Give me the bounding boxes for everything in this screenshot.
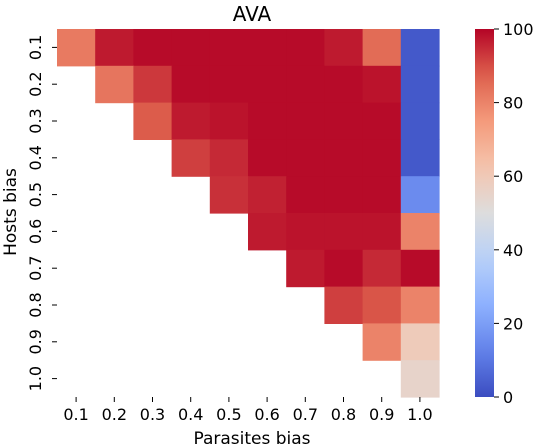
y-tick-label: 0.5: [26, 182, 45, 207]
heatmap-cell: [209, 29, 249, 67]
heatmap-cell: [133, 65, 173, 104]
heatmap-cell: [400, 286, 440, 324]
x-tick-label: 0.2: [102, 405, 127, 424]
heatmap-cell: [324, 286, 364, 324]
heatmap-cell: [362, 176, 402, 214]
heatmap-cell: [171, 102, 211, 140]
colorbar-tick-label: 60: [503, 167, 523, 186]
y-axis-label: Hosts bias: [1, 168, 21, 256]
y-tick-label: 0.8: [26, 292, 45, 317]
heatmap-cell: [324, 176, 364, 214]
x-tick-label: 0.7: [293, 405, 318, 424]
heatmap-cell: [400, 249, 440, 288]
heatmap-cell: [248, 65, 287, 104]
y-tick-label: 0.9: [26, 329, 45, 354]
x-axis-label: Parasites bias: [193, 429, 310, 447]
heatmap-cell: [324, 102, 364, 140]
heatmap-cell: [57, 29, 96, 67]
heatmap-cell: [324, 213, 364, 251]
heatmap-cell: [324, 139, 364, 177]
heatmap-cell: [248, 139, 287, 177]
heatmap-cell: [248, 176, 287, 214]
heatmap-cell: [400, 102, 440, 140]
heatmap-cell: [400, 323, 440, 361]
y-tick-label: 0.2: [26, 71, 45, 96]
heatmap-cell: [248, 102, 287, 140]
x-tick-label: 1.0: [407, 405, 432, 424]
heatmap-cell: [400, 139, 440, 177]
heatmap-cell: [400, 213, 440, 251]
heatmap-cell: [362, 323, 402, 361]
colorbar-tick-label: 0: [503, 388, 513, 407]
y-tick-label: 0.7: [26, 255, 45, 280]
heatmap-cell: [362, 249, 402, 288]
heatmap-cell: [209, 176, 249, 214]
colorbar-ticks: 0 20 40 60 80 100: [494, 20, 534, 407]
heatmap-cell: [400, 29, 440, 67]
heatmap-cell: [209, 139, 249, 177]
heatmap-cell: [286, 249, 325, 288]
colorbar: [475, 29, 494, 397]
heatmap-cell: [362, 65, 402, 104]
x-tick-label: 0.5: [216, 405, 241, 424]
colorbar-tick-label: 40: [503, 241, 523, 260]
heatmap-cell: [133, 29, 173, 67]
heatmap-cell: [286, 65, 325, 104]
heatmap-cell: [171, 29, 211, 67]
heatmap-cell: [95, 29, 134, 67]
heatmap-cell: [324, 65, 364, 104]
heatmap-cell: [286, 176, 325, 214]
y-tick-label: 1.0: [26, 366, 45, 391]
colorbar-tick-label: 100: [503, 20, 534, 39]
y-tick-label: 0.1: [26, 35, 45, 60]
heatmap-cell: [362, 29, 402, 67]
heatmap-cell: [133, 102, 173, 140]
heatmap-cell: [286, 29, 325, 67]
x-tick-label: 0.3: [140, 405, 165, 424]
x-tick-label: 0.1: [63, 405, 88, 424]
x-tick-label: 0.8: [331, 405, 356, 424]
heatmap-cell: [400, 65, 440, 104]
x-tick-label: 0.9: [369, 405, 394, 424]
y-tick-label: 0.3: [26, 108, 45, 133]
heatmap-cell: [324, 29, 364, 67]
heatmap-cell: [400, 176, 440, 214]
chart-title: AVA: [233, 2, 272, 26]
heatmap-cell: [362, 213, 402, 251]
y-tick-label: 0.6: [26, 219, 45, 244]
x-axis-ticks: 0.1 0.2 0.3 0.4 0.5 0.6 0.7 0.8 0.9 1.0: [63, 397, 433, 424]
heatmap-cell: [171, 139, 211, 177]
heatmap-cell: [362, 102, 402, 140]
heatmap-cell: [95, 65, 134, 104]
heatmap-cell: [248, 213, 287, 251]
heatmap-cells: [57, 29, 440, 398]
heatmap-cell: [209, 65, 249, 104]
colorbar-tick-label: 20: [503, 314, 523, 333]
heatmap-cell: [171, 65, 211, 104]
heatmap-cell: [400, 360, 440, 398]
heatmap-cell: [362, 139, 402, 177]
colorbar-tick-label: 80: [503, 94, 523, 113]
heatmap-cell: [324, 249, 364, 288]
x-tick-label: 0.4: [178, 405, 203, 424]
heatmap-cell: [286, 139, 325, 177]
y-axis-ticks: 0.1 0.2 0.3 0.4 0.5 0.6 0.7 0.8 0.9 1.0: [26, 35, 57, 391]
heatmap-cell: [286, 213, 325, 251]
x-tick-label: 0.6: [254, 405, 279, 424]
heatmap-cell: [362, 286, 402, 324]
heatmap-cell: [286, 102, 325, 140]
heatmap-cell: [209, 102, 249, 140]
y-tick-label: 0.4: [26, 145, 45, 170]
heatmap-cell: [248, 29, 287, 67]
